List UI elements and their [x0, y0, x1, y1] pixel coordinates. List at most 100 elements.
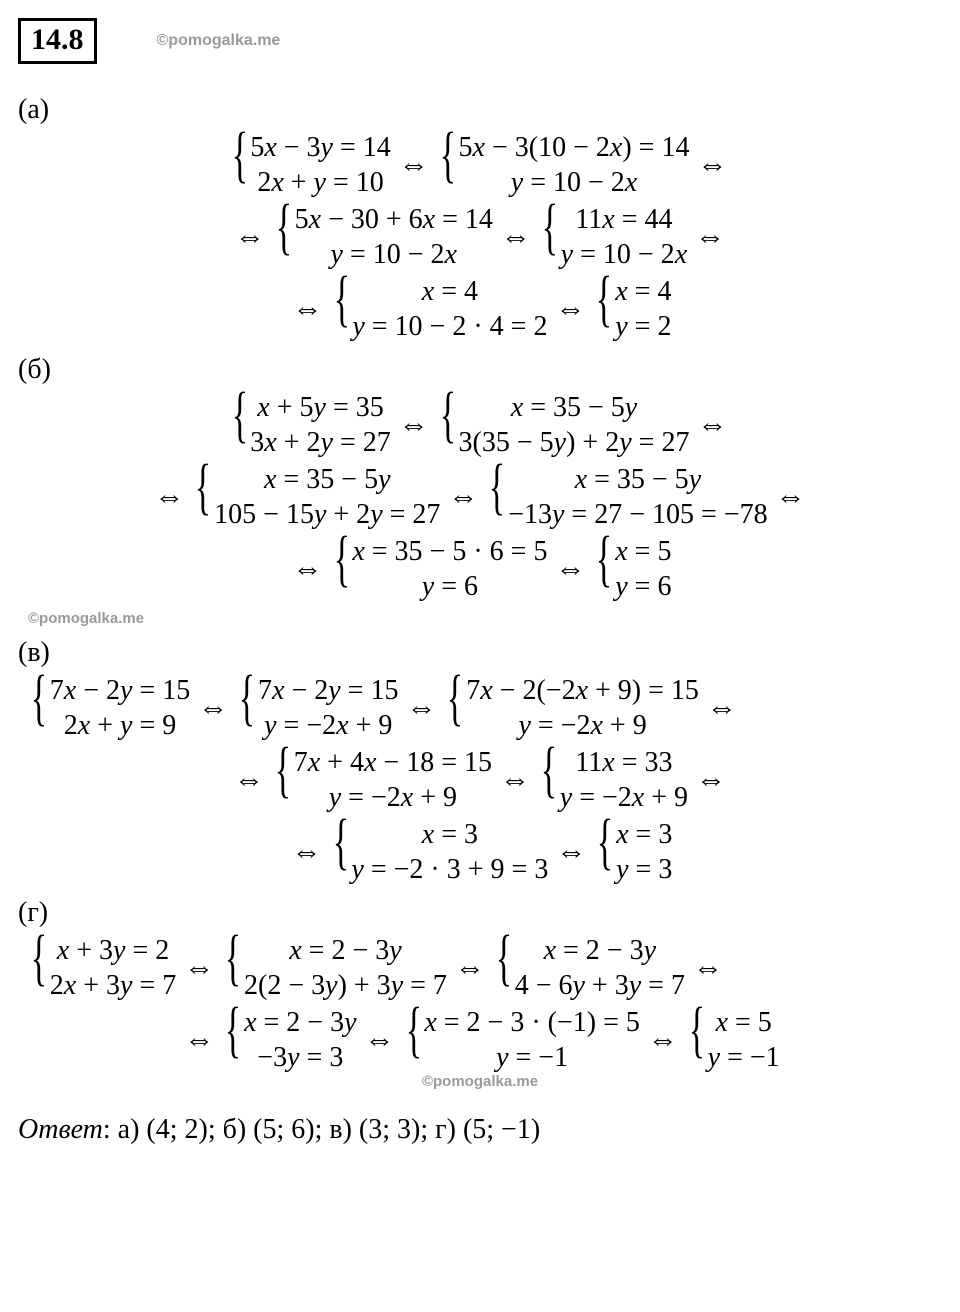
- iff-symbol: ⇔: [178, 1021, 220, 1059]
- system: {x = 2 − 3 · (−1) = 5y = −1: [401, 1005, 642, 1075]
- part-g-line-2: ⇔ {x = 2 − 3y−3y = 3 ⇔ {x = 2 − 3 · (−1)…: [18, 1005, 942, 1075]
- answer-line: Ответ: а) (4; 2); б) (5; 6); в) (3; 3); …: [18, 1114, 942, 1146]
- brace-icon: {: [239, 671, 255, 741]
- system: {x = 2 − 3y4 − 6y + 3y = 7: [491, 933, 687, 1003]
- system: {x = 35 − 5y3(35 − 5y) + 2y = 27: [435, 390, 692, 460]
- iff-symbol: ⇔: [178, 949, 220, 987]
- system: {11x = 33y = −2x + 9: [536, 745, 690, 815]
- iff-symbol: ⇔: [287, 550, 329, 588]
- system: {x = 2 − 3y−3y = 3: [220, 1005, 358, 1075]
- brace-icon: {: [489, 460, 505, 530]
- system: {11x = 44y = 10 − 2x: [537, 202, 689, 272]
- part-g-math: {x + 3y = 22x + 3y = 7 ⇔ {x = 2 − 3y2(2 …: [18, 933, 942, 1092]
- system: {7x − 2y = 15y = −2x + 9: [234, 673, 400, 743]
- iff-symbol: ⇔: [550, 833, 592, 871]
- brace-icon: {: [225, 1003, 241, 1073]
- brace-icon: {: [405, 1003, 421, 1073]
- part-g-line-1: {x + 3y = 22x + 3y = 7 ⇔ {x = 2 − 3y2(2 …: [18, 933, 942, 1003]
- part-b-line-2: ⇔ {x = 35 − 5y105 − 15y + 2y = 27 ⇔ {x =…: [18, 462, 942, 532]
- mid-watermark-2: ©pomogalka.me: [18, 1073, 942, 1092]
- iff-symbol: ⇔: [691, 406, 733, 444]
- iff-symbol: ⇔: [287, 290, 329, 328]
- page-header: 14.8 ©pomogalka.me: [18, 18, 942, 64]
- brace-icon: {: [596, 532, 612, 602]
- brace-icon: {: [276, 200, 292, 270]
- system: {7x − 2y = 152x + y = 9: [26, 673, 192, 743]
- system: {x = 3y = −2 · 3 + 9 = 3: [328, 817, 551, 887]
- iff-symbol: ⇔: [393, 406, 435, 444]
- part-b-line-1: {x + 5y = 353x + 2y = 27 ⇔ {x = 35 − 5y3…: [18, 390, 942, 460]
- brace-icon: {: [596, 272, 612, 342]
- system: {x = 35 − 5y105 − 15y + 2y = 27: [190, 462, 442, 532]
- brace-icon: {: [31, 931, 47, 1001]
- iff-symbol: ⇔: [549, 290, 591, 328]
- brace-icon: {: [439, 128, 455, 198]
- iff-symbol: ⇔: [549, 550, 591, 588]
- part-v-line-3: ⇔ {x = 3y = −2 · 3 + 9 = 3 ⇔ {x = 3y = 3: [18, 817, 942, 887]
- system: {x + 3y = 22x + 3y = 7: [26, 933, 178, 1003]
- system: {x = 4y = 2: [591, 274, 673, 344]
- iff-symbol: ⇔: [286, 833, 328, 871]
- part-b-line-3: ⇔ {x = 35 − 5 · 6 = 5y = 6 ⇔ {x = 5y = 6: [18, 534, 942, 604]
- problem-number-box: 14.8: [18, 18, 97, 64]
- system: {x = 3y = 3: [592, 817, 674, 887]
- iff-symbol: ⇔: [148, 478, 190, 516]
- part-a-label: (а): [18, 94, 942, 126]
- problem-number: 14.8: [31, 23, 84, 56]
- part-a-line-2: ⇔ {5x − 30 + 6x = 14y = 10 − 2x ⇔ {11x =…: [18, 202, 942, 272]
- iff-symbol: ⇔: [770, 478, 812, 516]
- iff-symbol: ⇔: [228, 761, 270, 799]
- system: {7x − 2(−2x + 9) = 15y = −2x + 9: [442, 673, 700, 743]
- system: {x = 4y = 10 − 2 · 4 = 2: [329, 274, 550, 344]
- iff-symbol: ⇔: [642, 1021, 684, 1059]
- iff-symbol: ⇔: [689, 218, 731, 256]
- part-v-label: (в): [18, 637, 942, 669]
- iff-symbol: ⇔: [494, 761, 536, 799]
- part-a-line-3: ⇔ {x = 4y = 10 − 2 · 4 = 2 ⇔ {x = 4y = 2: [18, 274, 942, 344]
- system: {5x − 30 + 6x = 14y = 10 − 2x: [271, 202, 495, 272]
- brace-icon: {: [31, 671, 47, 741]
- iff-symbol: ⇔: [701, 689, 743, 727]
- brace-icon: {: [597, 815, 613, 885]
- iff-symbol: ⇔: [442, 478, 484, 516]
- answer-text: : а) (4; 2); б) (5; 6); в) (3; 3); г) (5…: [103, 1114, 540, 1145]
- header-watermark: ©pomogalka.me: [157, 32, 281, 50]
- brace-icon: {: [231, 128, 247, 198]
- brace-icon: {: [333, 532, 349, 602]
- part-b-label: (б): [18, 354, 942, 386]
- system: {x = 35 − 5 · 6 = 5y = 6: [329, 534, 550, 604]
- system: {x + 5y = 353x + 2y = 27: [227, 390, 393, 460]
- iff-symbol: ⇔: [393, 146, 435, 184]
- mid-watermark-1: ©pomogalka.me: [28, 610, 942, 627]
- iff-symbol: ⇔: [229, 218, 271, 256]
- part-v-line-2: ⇔ {7x + 4x − 18 = 15y = −2x + 9 ⇔ {11x =…: [18, 745, 942, 815]
- brace-icon: {: [541, 743, 557, 813]
- brace-icon: {: [332, 815, 348, 885]
- iff-symbol: ⇔: [192, 689, 234, 727]
- part-a-line-1: {5x − 3y = 142x + y = 10 ⇔ {5x − 3(10 − …: [18, 130, 942, 200]
- iff-symbol: ⇔: [495, 218, 537, 256]
- system: {x = 5y = 6: [591, 534, 673, 604]
- system: {x = 35 − 5y−13y = 27 − 105 = −78: [484, 462, 769, 532]
- brace-icon: {: [689, 1003, 705, 1073]
- brace-icon: {: [447, 671, 463, 741]
- iff-symbol: ⇔: [691, 146, 733, 184]
- iff-symbol: ⇔: [449, 949, 491, 987]
- brace-icon: {: [195, 460, 211, 530]
- part-g-label: (г): [18, 897, 942, 929]
- brace-icon: {: [225, 931, 241, 1001]
- iff-symbol: ⇔: [690, 761, 732, 799]
- part-v-line-1: {7x − 2y = 152x + y = 9 ⇔ {7x − 2y = 15y…: [18, 673, 942, 743]
- iff-symbol: ⇔: [687, 949, 729, 987]
- brace-icon: {: [231, 388, 247, 458]
- brace-icon: {: [333, 272, 349, 342]
- system: {5x − 3y = 142x + y = 10: [227, 130, 393, 200]
- iff-symbol: ⇔: [359, 1021, 401, 1059]
- system: {5x − 3(10 − 2x) = 14y = 10 − 2x: [435, 130, 692, 200]
- system: {x = 5y = −1: [684, 1005, 782, 1075]
- part-b-math: {x + 5y = 353x + 2y = 27 ⇔ {x = 35 − 5y3…: [18, 390, 942, 604]
- brace-icon: {: [542, 200, 558, 270]
- part-v-math: {7x − 2y = 152x + y = 9 ⇔ {7x − 2y = 15y…: [18, 673, 942, 887]
- answer-label: Ответ: [18, 1114, 103, 1145]
- brace-icon: {: [439, 388, 455, 458]
